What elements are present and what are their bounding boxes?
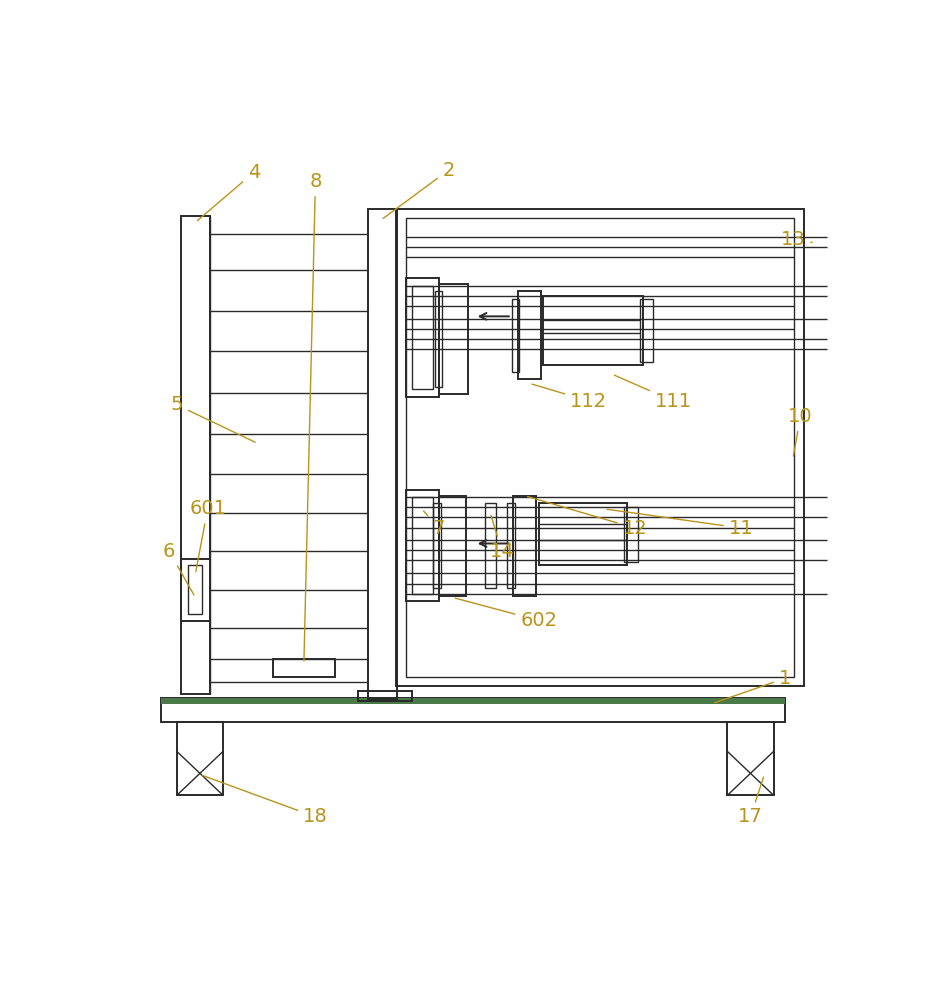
Bar (412, 497, 433, 594)
Bar (543, 296, 643, 365)
Text: 10: 10 (788, 407, 813, 456)
Bar (539, 503, 628, 565)
Bar (640, 299, 654, 362)
Text: 601: 601 (189, 499, 226, 572)
Bar (162, 698, 785, 704)
Text: 12: 12 (528, 497, 647, 538)
Text: 2: 2 (383, 161, 455, 218)
Bar (507, 503, 515, 588)
Text: 111: 111 (615, 375, 692, 411)
Bar (406, 278, 439, 397)
Bar (435, 291, 443, 387)
Bar (189, 565, 203, 614)
Text: 5: 5 (171, 395, 255, 442)
Bar (624, 507, 638, 562)
Bar (180, 559, 210, 620)
Text: 1: 1 (715, 669, 791, 703)
Text: 8: 8 (304, 172, 321, 661)
Bar (439, 496, 466, 596)
Bar (406, 218, 795, 677)
Bar (514, 496, 536, 596)
Bar (433, 503, 441, 588)
Bar (396, 209, 804, 686)
Text: 7: 7 (423, 511, 445, 538)
Bar (728, 722, 773, 795)
Bar (273, 659, 334, 677)
Bar (439, 284, 468, 394)
Bar (162, 698, 785, 722)
Text: 112: 112 (532, 384, 607, 411)
Text: 11: 11 (607, 509, 754, 538)
Bar (406, 490, 439, 601)
Bar (512, 299, 519, 372)
Text: 4: 4 (197, 163, 260, 221)
Text: 6: 6 (163, 542, 194, 595)
Text: 602: 602 (455, 598, 558, 630)
Text: 13: 13 (781, 230, 812, 249)
Bar (177, 722, 223, 795)
Bar (518, 291, 541, 379)
Bar (358, 691, 412, 701)
Bar (485, 503, 496, 588)
Bar (412, 286, 433, 389)
Bar (368, 209, 397, 699)
Text: 18: 18 (203, 775, 328, 826)
Bar (180, 216, 210, 694)
Text: 17: 17 (738, 777, 763, 826)
Text: 14: 14 (489, 515, 514, 561)
